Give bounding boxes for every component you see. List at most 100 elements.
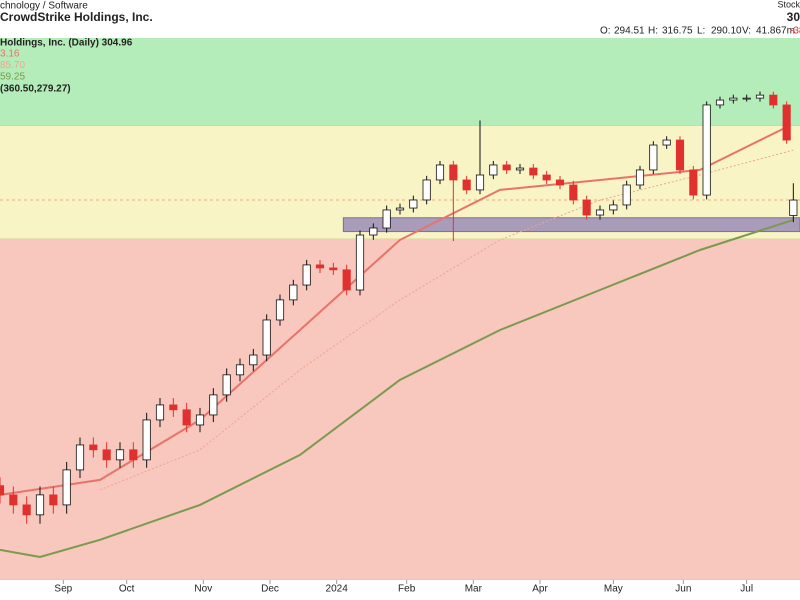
candle-body [569, 184, 578, 201]
candle-body [289, 284, 298, 301]
quote-label: H: [648, 26, 658, 37]
x-tick-label: Apr [532, 584, 548, 595]
plot: Sep Oct Nov Dec 2024 Feb Mar Apr May Jun Jul [0, 38, 800, 600]
quote-value: 41.867m [756, 26, 795, 37]
candle-body [382, 209, 391, 229]
last-price: 30 [787, 10, 800, 24]
candle-body [715, 99, 725, 106]
candle-body [115, 449, 125, 461]
candle-body [789, 199, 798, 216]
candle-body [662, 139, 671, 146]
candle-body [342, 269, 351, 291]
logo: Stock [777, 0, 800, 9]
candle-body [462, 179, 471, 191]
x-tick-label: May [604, 584, 623, 595]
moving-average [99, 149, 794, 491]
candle-body [262, 319, 271, 356]
candle-body [129, 449, 138, 461]
x-tick-label: Dec [261, 584, 279, 595]
candle-body [475, 174, 485, 191]
candle-body [395, 207, 405, 211]
change: -38.0 [790, 26, 800, 37]
candle-body [155, 404, 165, 421]
candle-body [182, 409, 191, 426]
candle-body [169, 404, 178, 411]
candle-body [555, 179, 565, 186]
candle-body [275, 299, 285, 321]
sector: chnology / Software [0, 1, 88, 12]
candle-body [49, 494, 58, 506]
candle-body [675, 139, 685, 171]
candle-body [195, 414, 205, 426]
x-tick-label: Oct [119, 584, 135, 595]
candle-body [635, 169, 645, 186]
candle-body [422, 179, 431, 201]
moving-average [0, 218, 794, 559]
quote-label: V: [742, 26, 751, 37]
x-tick-label: Jun [675, 584, 691, 595]
candle-body [529, 167, 538, 176]
candle-body [449, 164, 458, 181]
x-tick-label: Feb [398, 584, 416, 595]
candle-body [622, 184, 631, 206]
x-tick-label: Jul [740, 584, 753, 595]
x-tick-label: Nov [194, 584, 212, 595]
company: CrowdStrike Holdings, Inc. [0, 10, 153, 24]
quote: O: 294.51 H: 316.75 L: 290.10 V: 41.867m [600, 26, 795, 37]
candle-body [302, 264, 311, 286]
quote-value: 316.75 [662, 26, 693, 37]
candle-body [62, 469, 71, 506]
zone [0, 239, 800, 580]
candle-body [409, 199, 418, 209]
candle-body [582, 199, 591, 216]
candle-body [609, 204, 618, 211]
candle-body [355, 234, 365, 291]
quote-value: 294.51 [614, 26, 645, 37]
candle-body [729, 97, 738, 101]
candle-body [315, 264, 325, 269]
candle-body [22, 504, 31, 516]
legend-entry: 59.25 [0, 72, 25, 83]
candle-body [9, 494, 18, 506]
x-tick-label: Sep [54, 584, 72, 595]
candle-body [209, 394, 218, 416]
candle-body [249, 354, 258, 366]
candle-body [222, 374, 231, 396]
candle-body [595, 209, 605, 216]
legend-entry: Holdings, Inc. (Daily) 304.96 [0, 38, 133, 49]
candle-body [689, 169, 698, 196]
candle-body [369, 227, 378, 236]
candle-body [502, 164, 511, 171]
x-axis-area [0, 580, 800, 600]
candle-body [0, 485, 5, 496]
x-tick-label: 2024 [326, 584, 349, 595]
candle-body [742, 97, 751, 100]
candle-body [769, 94, 778, 106]
x-tick-label: Mar [465, 584, 483, 595]
candle-body [89, 444, 98, 451]
candle-body [489, 164, 498, 176]
candle-body [329, 267, 338, 271]
candle-body [755, 94, 765, 99]
candle-body [142, 419, 151, 461]
candle-body [702, 104, 711, 196]
quote-label: O: [600, 26, 611, 37]
candle-body [35, 494, 45, 516]
candle-body [649, 144, 658, 171]
legend-entry: 85.70 [0, 60, 25, 71]
candle-body [782, 104, 791, 141]
candle-body [75, 444, 85, 471]
legend-entry: 3.16 [0, 49, 20, 60]
candle-body [435, 164, 445, 181]
candle-body [542, 174, 551, 181]
candle-body [102, 449, 111, 461]
candle-body [235, 364, 245, 376]
candle-body [515, 167, 525, 171]
quote-label: L: [697, 26, 705, 37]
zone [0, 38, 800, 126]
quote-value: 290.10 [711, 26, 742, 37]
support-band [342, 217, 800, 233]
zone-label: (360.50,279.27) [0, 84, 71, 95]
